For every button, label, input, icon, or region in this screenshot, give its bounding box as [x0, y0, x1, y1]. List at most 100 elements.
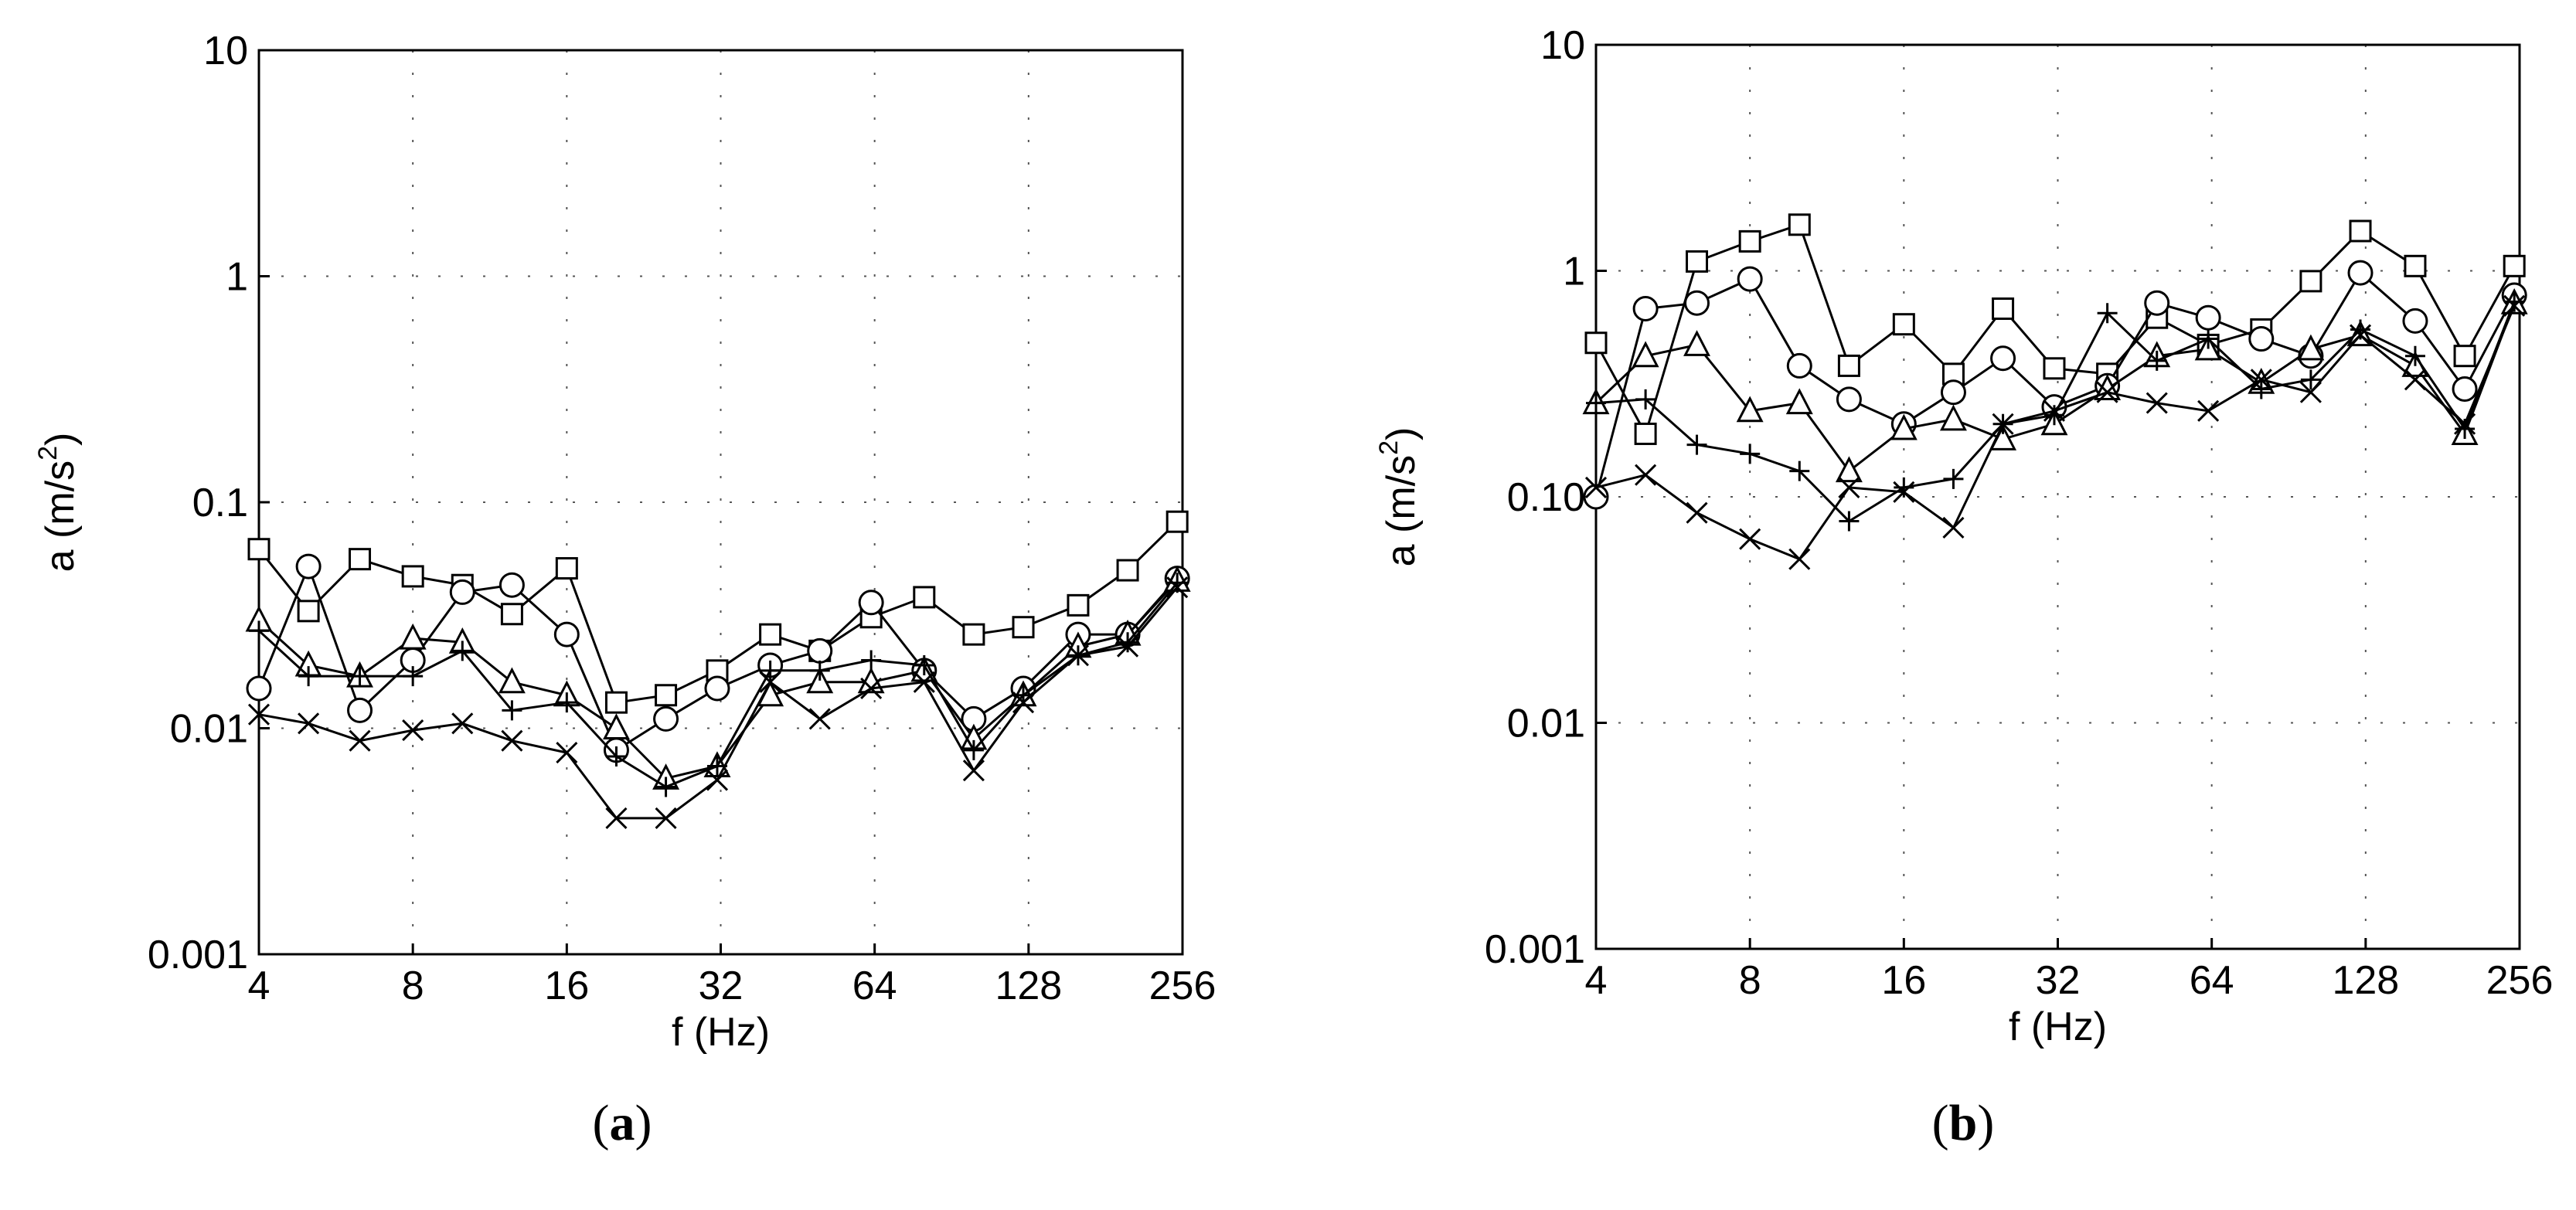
series-marker-plus — [2097, 303, 2118, 324]
series-circle — [1583, 260, 2527, 510]
series-marker-cross — [2299, 381, 2322, 403]
series-marker-circle — [653, 705, 679, 732]
series-marker-square — [349, 548, 372, 571]
series-marker-cross — [2349, 324, 2372, 346]
y-tick-label: 10 — [1540, 23, 1585, 68]
series-marker-plus — [606, 746, 627, 767]
series-marker-plus — [1167, 573, 1188, 593]
series-marker-square — [1686, 250, 1709, 273]
x-axis-label: f (Hz) — [672, 1010, 770, 1055]
series-marker-cross — [2454, 413, 2476, 435]
series-marker-circle — [1836, 386, 1862, 413]
series-marker-triangle — [399, 623, 427, 650]
y-tick-label: 1 — [226, 255, 248, 300]
series-marker-circle — [1786, 352, 1812, 379]
series-marker-cross — [1166, 576, 1189, 599]
series-cross — [247, 576, 1189, 829]
series-marker-circle — [1583, 484, 1609, 510]
series-circle — [246, 553, 1190, 763]
series-marker-circle — [2195, 304, 2221, 331]
y-axis-label: a (m/s2) — [33, 433, 83, 573]
series-marker-cross — [860, 677, 883, 700]
series-marker-plus — [502, 700, 522, 721]
x-tick-label: 64 — [852, 964, 897, 1008]
series-marker-plus — [2043, 405, 2064, 426]
series-marker-square — [500, 603, 523, 626]
series-marker-cross — [1838, 476, 1860, 498]
series-marker-circle — [1632, 295, 1659, 321]
series-cross — [1584, 294, 2526, 570]
x-tick-label: 32 — [2036, 958, 2081, 1003]
series-marker-plus — [2198, 328, 2219, 349]
series-marker-square — [1116, 559, 1139, 582]
series-marker-square — [1012, 616, 1035, 639]
series-marker-circle — [2452, 376, 2478, 402]
y-tick-label: 0.1 — [192, 481, 248, 525]
series-marker-cross — [2503, 294, 2526, 317]
x-tick-label: 32 — [699, 964, 744, 1008]
series-marker-square — [2453, 345, 2476, 368]
chart-a: 4 8 16 32 64 128 256 0.001 0.01 0.1 1 10 f (Hz) a (m/… — [33, 29, 1216, 1055]
series-marker-square — [2503, 254, 2526, 277]
series-marker-circle — [449, 579, 475, 605]
series-marker-cross — [1584, 476, 1608, 498]
y-tick-label: 10 — [203, 29, 248, 73]
series-marker-square — [2404, 254, 2427, 277]
series-marker-triangle — [2297, 334, 2325, 361]
series-marker-plus — [914, 654, 934, 675]
series-marker-cross — [913, 671, 935, 693]
series-marker-circle — [1940, 379, 1966, 406]
series-marker-cross — [808, 708, 831, 730]
series-marker-cross — [501, 729, 523, 752]
y-tick-label: 0.01 — [1507, 702, 1585, 746]
panel-label-a: (a) — [593, 1095, 652, 1151]
y-tick-label: 0.001 — [148, 933, 248, 977]
series-marker-triangle — [806, 667, 834, 694]
series-marker-square — [1738, 229, 1761, 253]
series-marker-triangle — [1835, 456, 1863, 483]
x-tick-label: 128 — [2332, 958, 2399, 1003]
series-line-circle — [1594, 270, 2516, 498]
series-marker-cross — [1686, 501, 1708, 524]
series-marker-plus — [403, 666, 424, 687]
series-marker-cross — [402, 719, 424, 742]
series-marker-cross — [247, 703, 271, 726]
series-marker-square — [962, 623, 985, 646]
series-marker-plus — [298, 666, 319, 687]
series-marker-circle — [2347, 260, 2374, 286]
x-tick-label: 8 — [402, 964, 424, 1008]
series-marker-cross — [1635, 464, 1657, 486]
y-tick-label: 1 — [1563, 250, 1585, 294]
series-marker-triangle — [857, 667, 885, 694]
series-marker-triangle — [1890, 413, 1918, 440]
series-marker-circle — [2402, 308, 2428, 334]
y-tick-label: 0.001 — [1485, 927, 1585, 972]
series-marker-triangle — [1785, 388, 1813, 415]
series-marker-circle — [499, 572, 525, 598]
y-axis-label: a (m/s2) — [1374, 427, 1424, 567]
series-marker-plus — [1943, 468, 1964, 489]
series-marker-cross — [2250, 369, 2272, 391]
series-marker-cross — [655, 807, 677, 829]
series-marker-square — [2299, 270, 2322, 293]
series-marker-cross — [1893, 481, 1915, 503]
series-marker-circle — [704, 675, 730, 702]
series-marker-cross — [1992, 413, 2014, 435]
series-marker-plus — [1635, 389, 1656, 410]
series-line-cross — [258, 586, 1179, 820]
series-marker-plus — [1740, 444, 1761, 464]
panel-label-b: (b) — [1932, 1095, 1995, 1151]
series-marker-circle — [553, 621, 580, 647]
x-tick-label: 16 — [544, 964, 589, 1008]
series-marker-triangle — [602, 713, 630, 739]
series-marker-cross — [1117, 635, 1139, 658]
series-marker-cross — [1739, 528, 1761, 550]
series-marker-plus — [1118, 632, 1138, 653]
series-marker-cross — [1012, 692, 1035, 714]
series-marker-plus — [349, 666, 370, 687]
series-marker-circle — [1737, 266, 1763, 292]
series-marker-cross — [2043, 399, 2066, 422]
series-marker-square — [297, 600, 320, 623]
series-line-triangle — [1594, 302, 2516, 473]
